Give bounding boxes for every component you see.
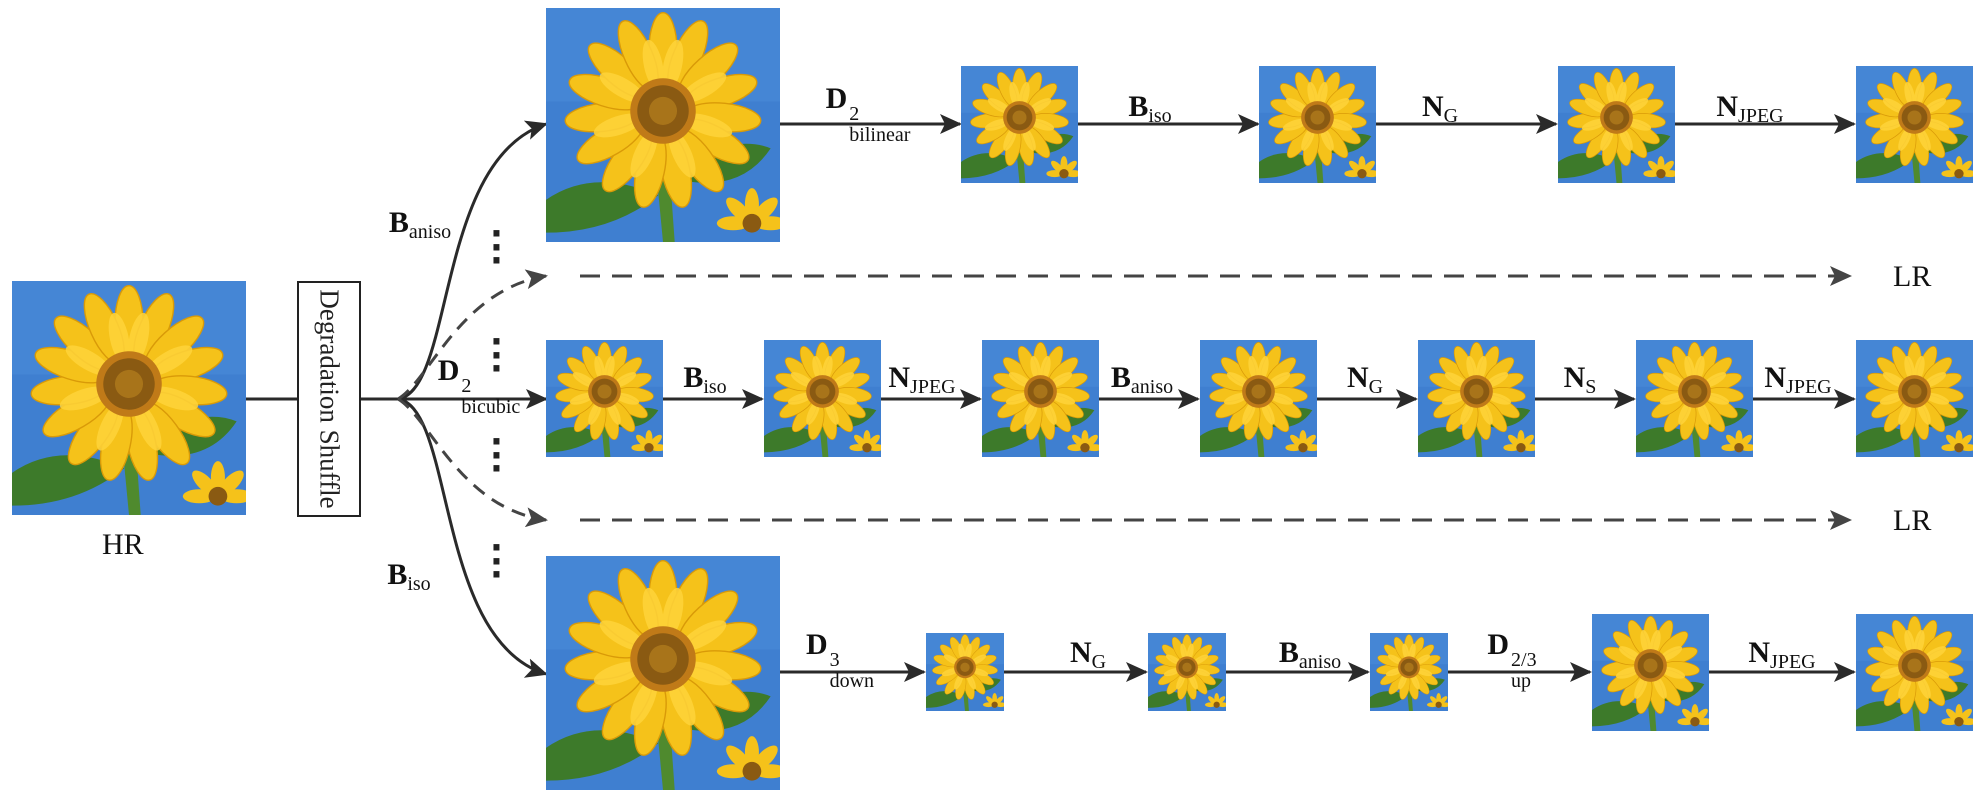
ellipsis-bottom-2: · · · (490, 528, 503, 596)
branch-dashed-upper (397, 269, 548, 401)
lr-label-top: LR (1893, 260, 1932, 293)
bottom-row-image-0 (546, 556, 780, 790)
degradation-shuffle-label: Degradation Shuffle (314, 289, 345, 509)
middle-row-image-6 (1856, 340, 1973, 457)
middle-row-op-4: NS (1563, 361, 1597, 398)
ellipsis-top-1: · · · (490, 214, 503, 282)
top-row-image-2 (1259, 66, 1376, 183)
top-row-op-3: NJPEG (1716, 90, 1784, 127)
top-row-op-1: Biso (1128, 90, 1172, 127)
top-row-image-4 (1856, 66, 1973, 183)
ellipsis-bottom-1: · · · (490, 422, 503, 490)
lr-label-bottom: LR (1893, 504, 1932, 537)
branch-curve-top (397, 120, 548, 401)
middle-row-image-4 (1418, 340, 1535, 457)
bottom-row-image-1 (926, 633, 1004, 711)
top-row-op-0: D 2 bilinear (825, 82, 911, 146)
top-row-image-1 (961, 66, 1078, 183)
degradation-shuffle-box: Degradation Shuffle (297, 281, 361, 517)
middle-row-image-5 (1636, 340, 1753, 457)
branch-label-bottom: Biso (387, 558, 431, 595)
bottom-row-image-2 (1148, 633, 1226, 711)
middle-row-op-2: Baniso (1110, 361, 1174, 398)
hr-image (12, 281, 246, 515)
middle-row-op-0: Biso (683, 361, 727, 398)
bottom-row-image-5 (1856, 614, 1973, 731)
bottom-row-op-0: D 3 down (805, 628, 875, 692)
branch-label-middle: D 2 bicubic (437, 354, 521, 418)
middle-row-op-1: NJPEG (888, 361, 956, 398)
middle-row-op-3: NG (1346, 361, 1384, 398)
branch-dashed-lower (397, 397, 548, 528)
bottom-row-op-3: D 2/3 up (1487, 628, 1537, 692)
top-row-image-0 (546, 8, 780, 242)
middle-row-image-3 (1200, 340, 1317, 457)
bottom-row-op-1: NG (1069, 636, 1107, 673)
branch-curve-bottom (397, 397, 548, 678)
top-row-image-3 (1558, 66, 1675, 183)
bottom-row-op-4: NJPEG (1748, 636, 1816, 673)
bottom-row-image-3 (1370, 633, 1448, 711)
top-row-op-2: NG (1421, 90, 1459, 127)
bottom-row-op-2: Baniso (1278, 636, 1342, 673)
middle-row-image-2 (982, 340, 1099, 457)
middle-row-op-5: NJPEG (1764, 361, 1832, 398)
hr-label: HR (102, 528, 144, 561)
branch-label-top: Baniso (388, 206, 452, 243)
middle-row-image-1 (764, 340, 881, 457)
middle-row-image-0 (546, 340, 663, 457)
bottom-row-image-4 (1592, 614, 1709, 731)
